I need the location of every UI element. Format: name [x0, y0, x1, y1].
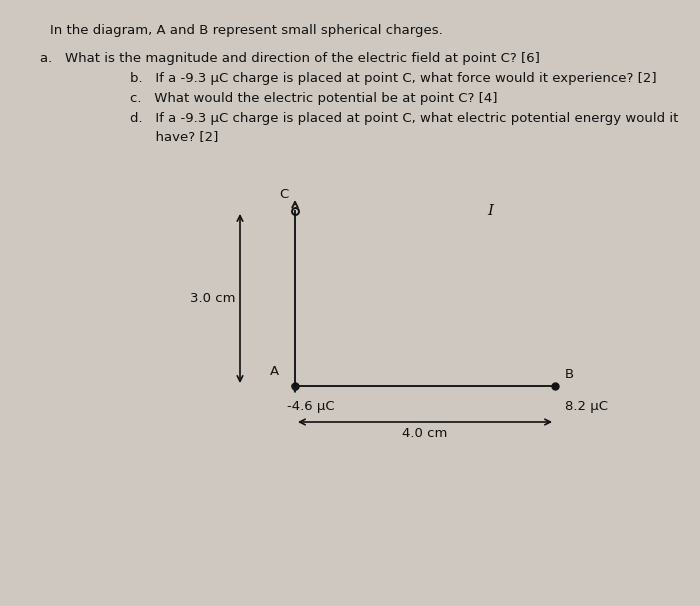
Text: I: I	[487, 204, 493, 218]
Text: A: A	[270, 365, 279, 378]
Text: 3.0 cm: 3.0 cm	[190, 292, 235, 305]
Text: a.   What is the magnitude and direction of the electric field at point C? [6]: a. What is the magnitude and direction o…	[40, 52, 540, 65]
Text: c.   What would the electric potential be at point C? [4]: c. What would the electric potential be …	[130, 92, 498, 105]
Text: C: C	[280, 188, 289, 201]
Text: 4.0 cm: 4.0 cm	[402, 427, 448, 440]
Text: b.   If a -9.3 μC charge is placed at point C, what force would it experience? [: b. If a -9.3 μC charge is placed at poin…	[130, 72, 657, 85]
Text: have? [2]: have? [2]	[130, 130, 218, 143]
Text: -4.6 μC: -4.6 μC	[287, 400, 335, 413]
Text: d.   If a -9.3 μC charge is placed at point C, what electric potential energy wo: d. If a -9.3 μC charge is placed at poin…	[130, 112, 678, 125]
Text: 8.2 μC: 8.2 μC	[565, 400, 608, 413]
Text: In the diagram, A and B represent small spherical charges.: In the diagram, A and B represent small …	[50, 24, 442, 37]
Text: B: B	[565, 368, 574, 381]
